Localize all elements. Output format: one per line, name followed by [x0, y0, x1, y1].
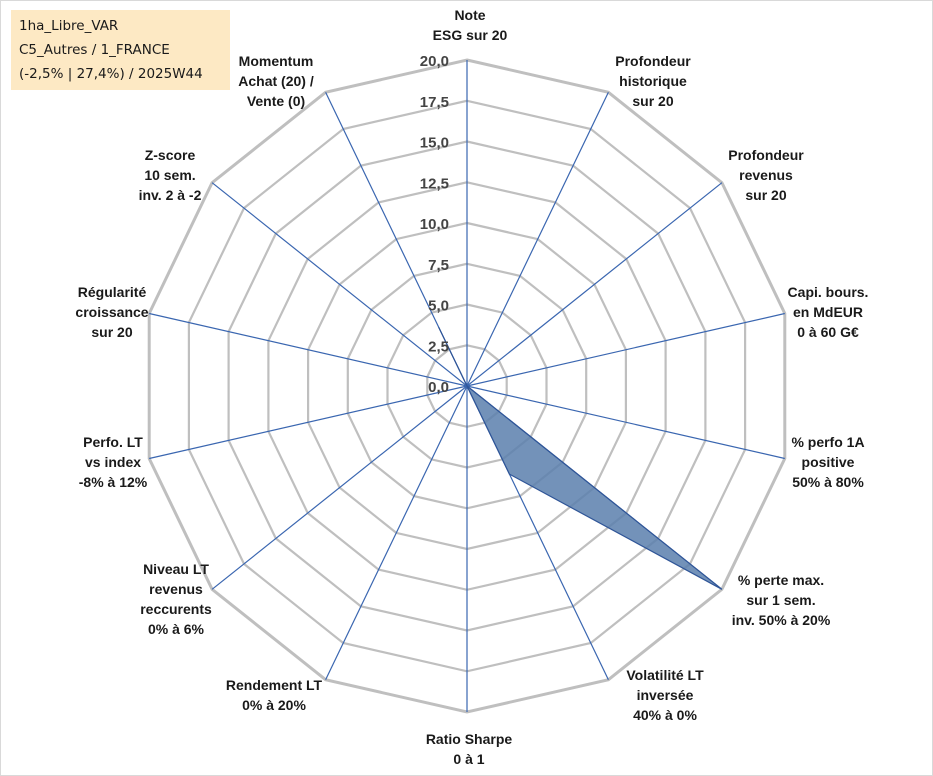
tick-label: 0,0: [428, 379, 449, 396]
axis-label-11: Régularité croissance sur 20: [75, 284, 148, 340]
info-line-fund: 1ha_Libre_VAR: [19, 18, 119, 34]
axis-label-3: Capi. bours. en MdEUR 0 à 60 G€: [788, 284, 869, 340]
spoke-10: [149, 385, 468, 460]
radar-axis-labels: Note ESG sur 20 Profondeur historique sur 20…: [75, 7, 868, 767]
axis-label-4: % perfo 1A positive 50% à 80%: [791, 434, 864, 490]
tick-label: 7,5: [428, 257, 449, 274]
tick-label: 5,0: [428, 298, 449, 315]
tick-label: 10,0: [420, 216, 449, 233]
axis-label-9: Niveau LT revenus reccurents 0% à 6%: [140, 561, 212, 637]
spoke-11: [149, 312, 468, 387]
info-line-category: C5_Autres / 1_FRANCE: [19, 42, 170, 58]
tick-label: 15,0: [420, 135, 449, 152]
radar-series: [438, 327, 723, 590]
axis-label-7: Ratio Sharpe 0 à 1: [426, 731, 513, 767]
info-box: 1ha_Libre_VAR C5_Autres / 1_FRANCE (-2,5…: [11, 10, 230, 90]
tick-label: 17,5: [420, 94, 449, 111]
spoke-8: [325, 385, 468, 680]
axis-label-12: Z-score 10 sem. inv. 2 à -2: [139, 147, 202, 203]
tick-label: 2,5: [428, 338, 449, 355]
info-line-period: (-2,5% | 27,4%) / 2025W44: [19, 66, 203, 82]
tick-label: 20,0: [420, 53, 449, 70]
tick-label: 12,5: [420, 175, 449, 192]
spoke-3: [466, 312, 785, 387]
axis-label-2: Profondeur revenus sur 20: [728, 147, 804, 203]
axis-label-1: Profondeur historique sur 20: [615, 53, 691, 109]
series-area-0: [438, 327, 723, 590]
spoke-2: [466, 182, 723, 387]
spoke-4: [466, 385, 785, 460]
spoke-1: [466, 92, 609, 387]
axis-label-5: % perte max. sur 1 sem. inv. 50% à 20%: [732, 572, 831, 628]
radar-tick-labels: 0,0 2,5 5,0 7,5 10,0 12,5 15,0 17,5 20,0: [420, 53, 449, 396]
axis-label-0: Note ESG sur 20: [433, 7, 508, 43]
axis-label-8: Rendement LT 0% à 20%: [226, 677, 323, 713]
axis-label-10: Perfo. LT vs index -8% à 12%: [79, 434, 148, 490]
spoke-9: [211, 385, 468, 590]
axis-label-6: Volatilité LT inversée 40% à 0%: [626, 667, 704, 723]
spoke-12: [211, 182, 468, 387]
axis-label-13: Momentum Achat (20) / Vente (0): [238, 53, 314, 109]
